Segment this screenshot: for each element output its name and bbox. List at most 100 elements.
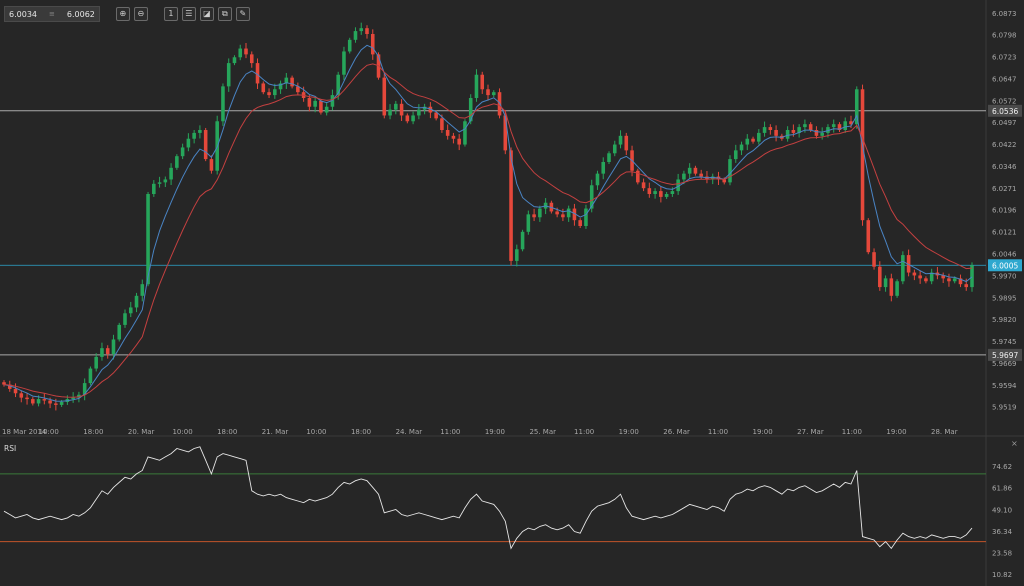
x-tick-label: 28. Mar [931, 428, 958, 436]
candle-body [814, 130, 819, 136]
candle-body [895, 281, 899, 296]
candle-body [117, 324, 122, 340]
current-price-label: 6.0005 [992, 261, 1018, 270]
candle-body [42, 399, 47, 401]
indicator-icon[interactable]: 1 [163, 7, 178, 21]
candle-body [647, 188, 652, 194]
candle-body [111, 339, 116, 354]
x-tick-label: 24. Mar [396, 428, 423, 436]
candle-body [31, 399, 35, 404]
candle-body [595, 173, 600, 186]
candle-body [157, 182, 162, 184]
candle-body [255, 63, 260, 84]
candle-body [866, 220, 871, 253]
candle-body [578, 220, 582, 226]
candle-body [88, 368, 93, 384]
candle-body [526, 214, 531, 232]
objects-icon[interactable]: ⧉ [217, 7, 232, 21]
y-tick-label: 5.9519 [992, 404, 1017, 412]
candle-body [820, 132, 824, 136]
candle-body [94, 356, 98, 369]
candle-body [947, 278, 951, 282]
candle-body [307, 98, 312, 107]
candle-body [399, 103, 404, 116]
candle-body [359, 28, 364, 32]
candle-body [347, 39, 352, 52]
candle-body [952, 278, 957, 282]
x-tick-label: 25. Mar [529, 428, 556, 436]
candle-body [906, 255, 911, 273]
candle-body [100, 348, 104, 357]
x-tick-label: 19:00 [485, 428, 505, 436]
x-tick-label: 11:00 [574, 428, 594, 436]
price-level-label: 5.9697 [992, 351, 1018, 360]
zoom-in-icon[interactable]: ⊕ [115, 7, 130, 21]
rsi-tick-label: 74.62 [992, 463, 1012, 471]
candle-body [457, 138, 461, 145]
candle-body [676, 179, 680, 192]
candle-body [7, 384, 12, 389]
rsi-title: RSI [4, 444, 16, 453]
candle-body [589, 185, 594, 209]
candle-body [612, 144, 617, 154]
moving-average-fast [3, 44, 973, 402]
candle-body [59, 402, 64, 405]
parameters-icon[interactable]: ☰ [181, 7, 196, 21]
x-tick-label: 10:00 [172, 428, 192, 436]
candle-body [422, 106, 427, 110]
x-tick-label: 26. Mar [663, 428, 690, 436]
x-tick-label: 19:00 [753, 428, 773, 436]
y-tick-label: 5.9895 [992, 294, 1017, 302]
bid-price: 6.0034 [9, 9, 37, 19]
candle-body [670, 191, 675, 194]
candle-body [532, 214, 536, 218]
zoom-out-icon[interactable]: ⊖ [133, 7, 148, 21]
y-tick-label: 6.0121 [992, 229, 1017, 237]
y-tick-label: 6.0046 [992, 250, 1017, 258]
candle-body [146, 194, 150, 285]
candle-body [745, 138, 750, 145]
candle-body [710, 176, 715, 180]
candle-body [186, 138, 191, 148]
quote-separator: ≡ [49, 10, 55, 18]
candle-body [774, 130, 778, 136]
x-tick-label: 18:00 [217, 428, 237, 436]
candle-body [618, 135, 623, 145]
x-tick-label: 19:00 [886, 428, 906, 436]
candle-body [71, 397, 75, 400]
candle-body [226, 63, 231, 87]
candle-body [128, 307, 133, 314]
x-tick-label: 11:00 [708, 428, 728, 436]
candle-body [134, 295, 139, 308]
candle-body [872, 252, 876, 267]
rsi-tick-label: 23.58 [992, 550, 1012, 558]
candle-body [261, 83, 266, 93]
candle-body [221, 86, 225, 122]
candle-body [883, 278, 888, 288]
candle-body [77, 394, 81, 398]
candle-body [831, 124, 836, 128]
candle-body [555, 211, 559, 215]
candle-body [324, 106, 329, 113]
y-tick-label: 6.0873 [992, 10, 1017, 18]
current-price-tag [988, 259, 1022, 272]
x-tick-label: 18:00 [83, 428, 103, 436]
candle-body [180, 147, 185, 157]
pencil-icon[interactable]: ✎ [235, 7, 250, 21]
candle-body [941, 275, 945, 279]
candle-body [659, 191, 663, 197]
candle-body [278, 83, 283, 90]
candle-body [601, 162, 606, 174]
candle-body [636, 170, 640, 183]
y-tick-label: 5.9820 [992, 316, 1017, 324]
draw-icon[interactable]: ◪ [199, 7, 214, 21]
candle-body [584, 208, 588, 226]
candle-body [123, 313, 127, 325]
candle-body [244, 48, 248, 55]
x-tick-label: 11:00 [842, 428, 862, 436]
candle-body [624, 135, 629, 151]
candle-body [388, 109, 392, 116]
candle-body [797, 127, 801, 133]
